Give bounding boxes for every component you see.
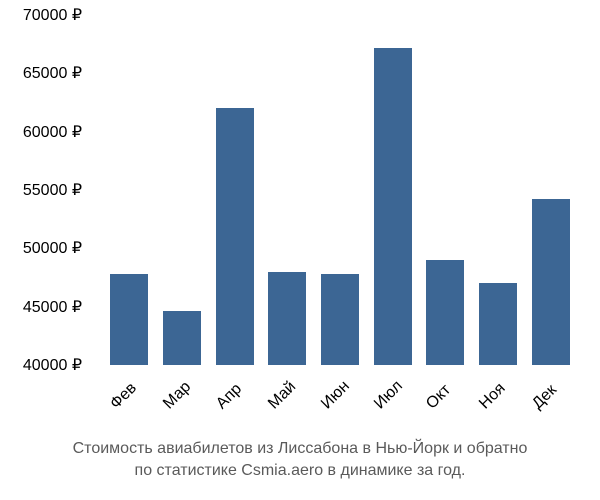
ruble-icon: ₽ — [72, 299, 82, 316]
y-tick-text: 45000 — [23, 299, 72, 316]
bar — [268, 272, 306, 365]
bar — [163, 311, 201, 365]
bar — [321, 274, 359, 365]
y-axis: 40000 ₽45000 ₽50000 ₽55000 ₽60000 ₽65000… — [0, 15, 90, 365]
y-tick-text: 60000 — [23, 124, 72, 141]
bar — [426, 260, 464, 365]
y-tick-label: 65000 ₽ — [23, 63, 82, 83]
price-chart: 40000 ₽45000 ₽50000 ₽55000 ₽60000 ₽65000… — [0, 0, 600, 500]
y-tick-label: 70000 ₽ — [23, 5, 82, 25]
x-axis: ФевМарАпрМайИюнИюлОктНояДек — [95, 370, 585, 430]
bars-group — [95, 15, 585, 365]
x-tick-label: Мар — [160, 374, 229, 443]
ruble-icon: ₽ — [72, 124, 82, 141]
bar — [110, 274, 148, 365]
y-tick-text: 55000 — [23, 182, 72, 199]
ruble-icon: ₽ — [72, 357, 82, 374]
y-tick-label: 45000 ₽ — [23, 297, 82, 317]
bar — [374, 48, 412, 365]
x-tick-label: Май — [265, 374, 334, 443]
x-tick-label: Июн — [318, 374, 387, 443]
y-tick-text: 50000 — [23, 240, 72, 257]
x-tick-label: Окт — [423, 374, 492, 443]
x-tick-label: Июл — [371, 374, 440, 443]
ruble-icon: ₽ — [72, 240, 82, 257]
y-tick-text: 65000 — [23, 65, 72, 82]
bar — [479, 283, 517, 365]
caption-line-1: Стоимость авиабилетов из Лиссабона в Нью… — [20, 438, 580, 460]
bar — [532, 199, 570, 365]
ruble-icon: ₽ — [72, 182, 82, 199]
x-tick-label: Ноя — [476, 374, 545, 443]
y-tick-label: 55000 ₽ — [23, 180, 82, 200]
x-tick-label: Апр — [213, 374, 282, 443]
plot-area — [95, 15, 585, 365]
chart-caption: Стоимость авиабилетов из Лиссабона в Нью… — [0, 438, 600, 481]
y-tick-label: 50000 ₽ — [23, 238, 82, 258]
x-tick-label: Дек — [529, 374, 598, 443]
y-tick-text: 40000 — [23, 357, 72, 374]
y-tick-text: 70000 — [23, 7, 72, 24]
y-tick-label: 40000 ₽ — [23, 355, 82, 375]
ruble-icon: ₽ — [72, 65, 82, 82]
ruble-icon: ₽ — [72, 7, 82, 24]
x-tick-label: Фев — [107, 374, 176, 443]
bar — [216, 108, 254, 365]
caption-line-2: по статистике Csmia.aero в динамике за г… — [20, 460, 580, 482]
y-tick-label: 60000 ₽ — [23, 122, 82, 142]
